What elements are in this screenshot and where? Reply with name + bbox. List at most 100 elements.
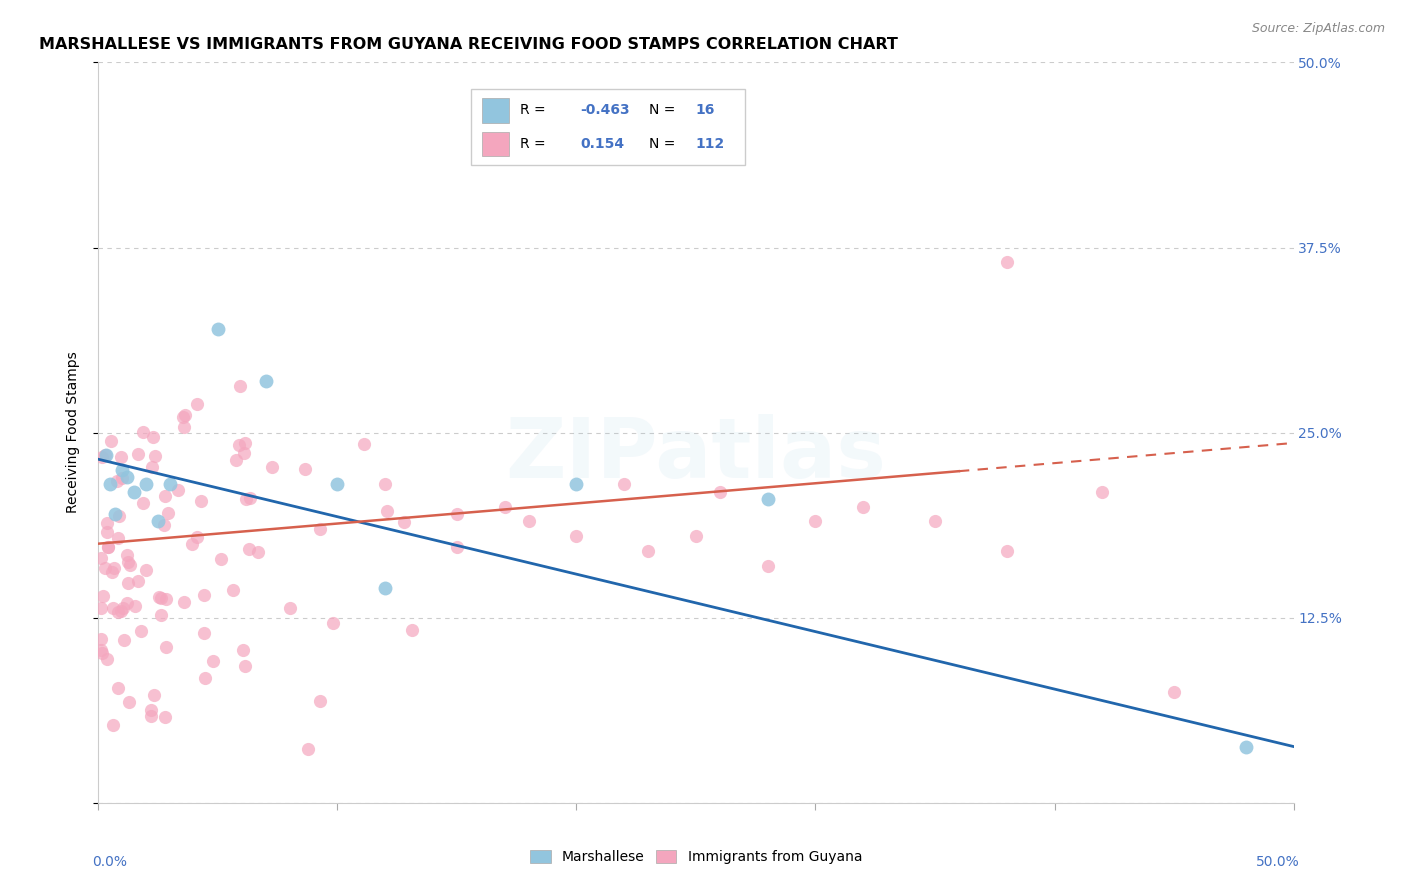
Point	[193, 588, 215, 602]
Point	[90, 643, 112, 657]
Point	[117, 555, 139, 569]
Point	[294, 462, 316, 476]
Point	[326, 477, 349, 491]
Point	[1091, 484, 1114, 499]
Point	[149, 608, 172, 623]
Point	[235, 492, 257, 507]
Point	[94, 448, 117, 462]
Bar	[482, 132, 509, 156]
Point	[155, 640, 177, 655]
Point	[107, 681, 129, 696]
Point	[756, 492, 779, 507]
Point	[238, 541, 260, 556]
Point	[107, 531, 129, 545]
Point	[98, 477, 122, 491]
Point	[228, 437, 250, 451]
Legend: Marshallese, Immigrants from Guyana: Marshallese, Immigrants from Guyana	[524, 845, 868, 870]
Point	[297, 741, 319, 756]
Point	[209, 552, 232, 566]
Point	[709, 484, 731, 499]
Point	[375, 504, 398, 518]
Point	[117, 576, 139, 591]
Point	[308, 522, 330, 536]
Text: MARSHALLESE VS IMMIGRANTS FROM GUYANA RECEIVING FOOD STAMPS CORRELATION CHART: MARSHALLESE VS IMMIGRANTS FROM GUYANA RE…	[39, 37, 897, 52]
Point	[124, 484, 146, 499]
Point	[804, 515, 827, 529]
Point	[1163, 685, 1185, 699]
Point	[127, 574, 149, 588]
Point	[152, 518, 174, 533]
Point	[494, 500, 516, 514]
Point	[172, 409, 194, 424]
Point	[91, 646, 114, 660]
Point	[127, 447, 149, 461]
Point	[254, 374, 277, 388]
Text: 0.154: 0.154	[581, 136, 624, 151]
Point	[145, 449, 167, 463]
Point	[91, 450, 114, 464]
Point	[91, 590, 114, 604]
Point	[995, 255, 1018, 269]
Point	[111, 462, 134, 476]
Point	[141, 460, 163, 475]
Point	[94, 448, 117, 462]
Point	[173, 420, 195, 434]
Point	[96, 652, 118, 666]
Point	[124, 599, 146, 613]
Point	[97, 540, 120, 554]
Point	[139, 703, 162, 717]
Point	[374, 477, 396, 491]
Point	[278, 600, 301, 615]
Point	[100, 434, 122, 448]
Point	[685, 529, 707, 543]
Point	[90, 632, 112, 646]
Point	[135, 477, 157, 491]
Point	[233, 435, 256, 450]
Point	[159, 477, 181, 491]
Point	[174, 408, 197, 422]
Point	[262, 459, 284, 474]
Point	[186, 529, 208, 543]
Point	[118, 558, 141, 573]
Point	[117, 596, 139, 610]
Point	[108, 509, 131, 524]
Text: N =: N =	[650, 103, 681, 118]
Point	[446, 507, 468, 521]
Point	[157, 506, 180, 520]
Point	[153, 710, 176, 724]
Point	[132, 496, 155, 510]
Point	[96, 524, 118, 539]
Point	[149, 591, 172, 606]
Point	[112, 633, 135, 648]
Point	[190, 493, 212, 508]
Point	[446, 540, 468, 554]
Point	[233, 659, 256, 673]
Point	[322, 616, 344, 631]
Point	[517, 515, 540, 529]
Point	[104, 507, 127, 521]
Point	[565, 529, 588, 543]
Point	[392, 515, 415, 529]
Point	[111, 600, 134, 615]
Point	[129, 624, 152, 638]
Text: 50.0%: 50.0%	[1256, 855, 1299, 869]
Y-axis label: Receiving Food Stamps: Receiving Food Stamps	[66, 351, 80, 514]
Point	[90, 600, 112, 615]
Point	[193, 625, 215, 640]
Bar	[482, 98, 509, 122]
Point	[202, 654, 225, 668]
Point	[96, 540, 118, 554]
Point	[186, 397, 208, 411]
Point	[96, 516, 118, 531]
Point	[148, 515, 170, 529]
Point	[207, 322, 229, 336]
Text: R =: R =	[520, 136, 550, 151]
Text: N =: N =	[650, 136, 681, 151]
Point	[229, 379, 252, 393]
Text: -0.463: -0.463	[581, 103, 630, 118]
Point	[173, 595, 195, 609]
Text: 112: 112	[696, 136, 725, 151]
Point	[995, 544, 1018, 558]
Point	[139, 709, 162, 723]
Point	[565, 477, 588, 491]
